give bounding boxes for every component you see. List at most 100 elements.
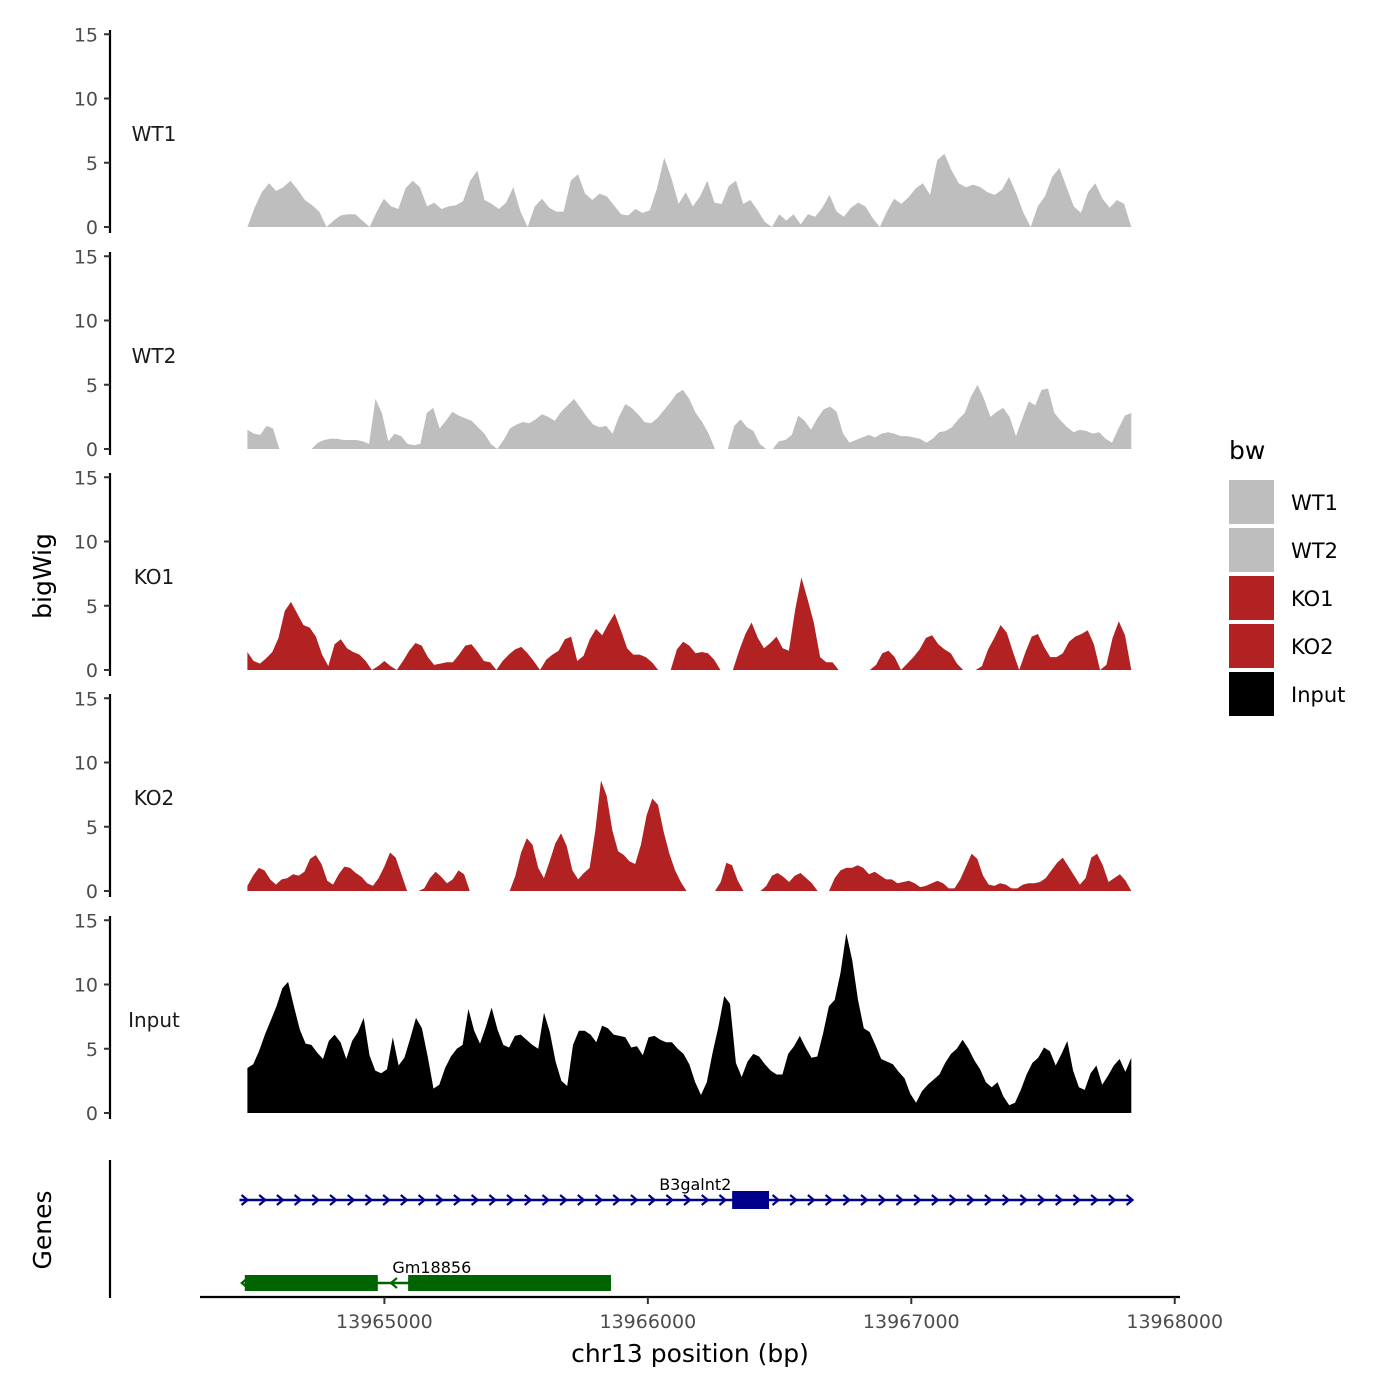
strand-arrow xyxy=(718,1194,728,1206)
strand-arrow xyxy=(824,1194,834,1206)
y-tick-label: 15 xyxy=(74,910,98,932)
strand-arrow xyxy=(346,1194,356,1206)
x-tick-label: 13968000 xyxy=(1126,1311,1223,1333)
strand-arrow xyxy=(647,1194,657,1206)
strand-arrow xyxy=(966,1194,975,1206)
y-tick-label: 5 xyxy=(86,1039,98,1061)
legend-swatch xyxy=(1229,624,1274,668)
strand-arrow xyxy=(417,1194,427,1206)
legend-item-ko2: KO2 xyxy=(1229,624,1334,668)
gene-label: Gm18856 xyxy=(392,1258,471,1277)
strand-arrow xyxy=(1001,1194,1011,1206)
strand-arrow xyxy=(240,1194,250,1206)
track-label-ko1: KO1 xyxy=(134,565,175,589)
strand-arrow xyxy=(1090,1194,1099,1206)
y-tick-label: 5 xyxy=(86,817,98,839)
x-tick-label: 13966000 xyxy=(599,1311,696,1333)
legend-swatch xyxy=(1229,480,1274,524)
y-tick-label: 15 xyxy=(74,467,98,489)
strand-arrow xyxy=(1072,1194,1082,1206)
legend-item-wt1: WT1 xyxy=(1229,480,1338,524)
legend-item-ko1: KO1 xyxy=(1229,576,1334,620)
track-ko1: 0 5 10 15 KO1 xyxy=(74,467,1132,682)
strand-arrow xyxy=(541,1194,551,1206)
strand-arrow xyxy=(842,1194,852,1206)
x-tick-label: 13965000 xyxy=(336,1311,433,1333)
y-tick-label: 15 xyxy=(74,688,98,710)
x-axis: 13965000 13966000 13967000 13968000 xyxy=(200,1295,1223,1333)
strand-arrow xyxy=(860,1194,869,1206)
strand-arrow xyxy=(577,1194,586,1206)
y-tick-label: 5 xyxy=(86,375,98,397)
gene-b3galnt2: B3galnt2 xyxy=(239,1175,1135,1209)
gene-gm18856: Gm18856 xyxy=(240,1258,611,1291)
legend: bw WT1 WT2 KO1 KO2 Input xyxy=(1229,436,1345,716)
coverage-area-input xyxy=(247,933,1132,1113)
y-tick-label: 5 xyxy=(86,596,98,618)
strand-arrow xyxy=(470,1194,480,1206)
strand-arrow xyxy=(683,1194,692,1206)
y-tick-label: 0 xyxy=(86,660,98,682)
gene-exon xyxy=(408,1275,611,1291)
strand-arrow xyxy=(1037,1194,1046,1206)
track-input: 0 5 10 15 Input xyxy=(74,910,1132,1125)
track-label-wt2: WT2 xyxy=(132,344,177,368)
x-tick-label: 13967000 xyxy=(863,1311,960,1333)
legend-item-wt2: WT2 xyxy=(1229,528,1338,572)
strand-arrow xyxy=(506,1194,515,1206)
strand-arrow xyxy=(1019,1194,1029,1206)
strand-arrow xyxy=(523,1194,533,1206)
coverage-area-ko1 xyxy=(247,577,1132,670)
strand-arrow xyxy=(488,1194,498,1206)
coverage-area-wt1 xyxy=(247,153,1132,227)
y-tick-label: 10 xyxy=(74,89,98,111)
strand-arrow xyxy=(400,1194,409,1206)
y-tick-label: 0 xyxy=(86,881,98,903)
legend-label: WT1 xyxy=(1291,491,1338,515)
strand-arrow xyxy=(276,1194,285,1206)
strand-arrow xyxy=(984,1194,993,1206)
track-label-ko2: KO2 xyxy=(134,786,175,810)
legend-item-input: Input xyxy=(1229,672,1345,716)
strand-arrow xyxy=(435,1194,444,1206)
track-ko2: 0 5 10 15 KO2 xyxy=(74,688,1132,903)
strand-arrow xyxy=(895,1194,905,1206)
strand-arrow xyxy=(1108,1194,1117,1206)
gene-exon xyxy=(244,1275,378,1291)
strand-arrow xyxy=(700,1194,710,1206)
y-tick-label: 15 xyxy=(74,246,98,268)
tracks-layer: 0 5 10 15 WT1 0 5 10 15 WT2 0 5 10 15 KO1 0 5 10 15 KO2 0 5 10… xyxy=(74,24,1132,1125)
legend-label: KO1 xyxy=(1291,587,1334,611)
legend-label: WT2 xyxy=(1291,539,1338,563)
strand-arrow xyxy=(789,1194,798,1206)
y-tick-label: 15 xyxy=(74,24,98,46)
gene-exon xyxy=(732,1191,770,1209)
track-label-wt1: WT1 xyxy=(132,122,177,146)
strand-arrow xyxy=(1054,1194,1064,1206)
strand-arrow xyxy=(311,1194,321,1206)
strand-arrow xyxy=(364,1194,374,1206)
strand-arrow xyxy=(453,1194,462,1206)
strand-arrow xyxy=(948,1194,958,1206)
y-tick-label: 10 xyxy=(74,532,98,554)
legend-swatch xyxy=(1229,672,1274,716)
y-axis-title-bigwig: bigWig xyxy=(28,533,57,619)
track-wt2: 0 5 10 15 WT2 xyxy=(74,246,1132,461)
coverage-area-ko2 xyxy=(247,780,1132,891)
strand-arrow xyxy=(382,1194,391,1206)
y-tick-label: 0 xyxy=(86,439,98,461)
strand-arrow xyxy=(389,1277,398,1289)
strand-arrow xyxy=(913,1194,922,1206)
y-tick-label: 10 xyxy=(74,311,98,333)
strand-arrow xyxy=(559,1194,568,1206)
track-wt1: 0 5 10 15 WT1 xyxy=(74,24,1132,239)
strand-arrow xyxy=(329,1194,338,1206)
x-axis-title: chr13 position (bp) xyxy=(571,1339,809,1368)
y-tick-label: 10 xyxy=(74,753,98,775)
legend-title: bw xyxy=(1229,436,1265,465)
legend-label: Input xyxy=(1291,683,1345,707)
legend-label: KO2 xyxy=(1291,635,1334,659)
y-axis-title-genes: Genes xyxy=(28,1190,57,1269)
gene-annotation-panel: B3galnt2 Gm18856 xyxy=(108,1160,1135,1298)
